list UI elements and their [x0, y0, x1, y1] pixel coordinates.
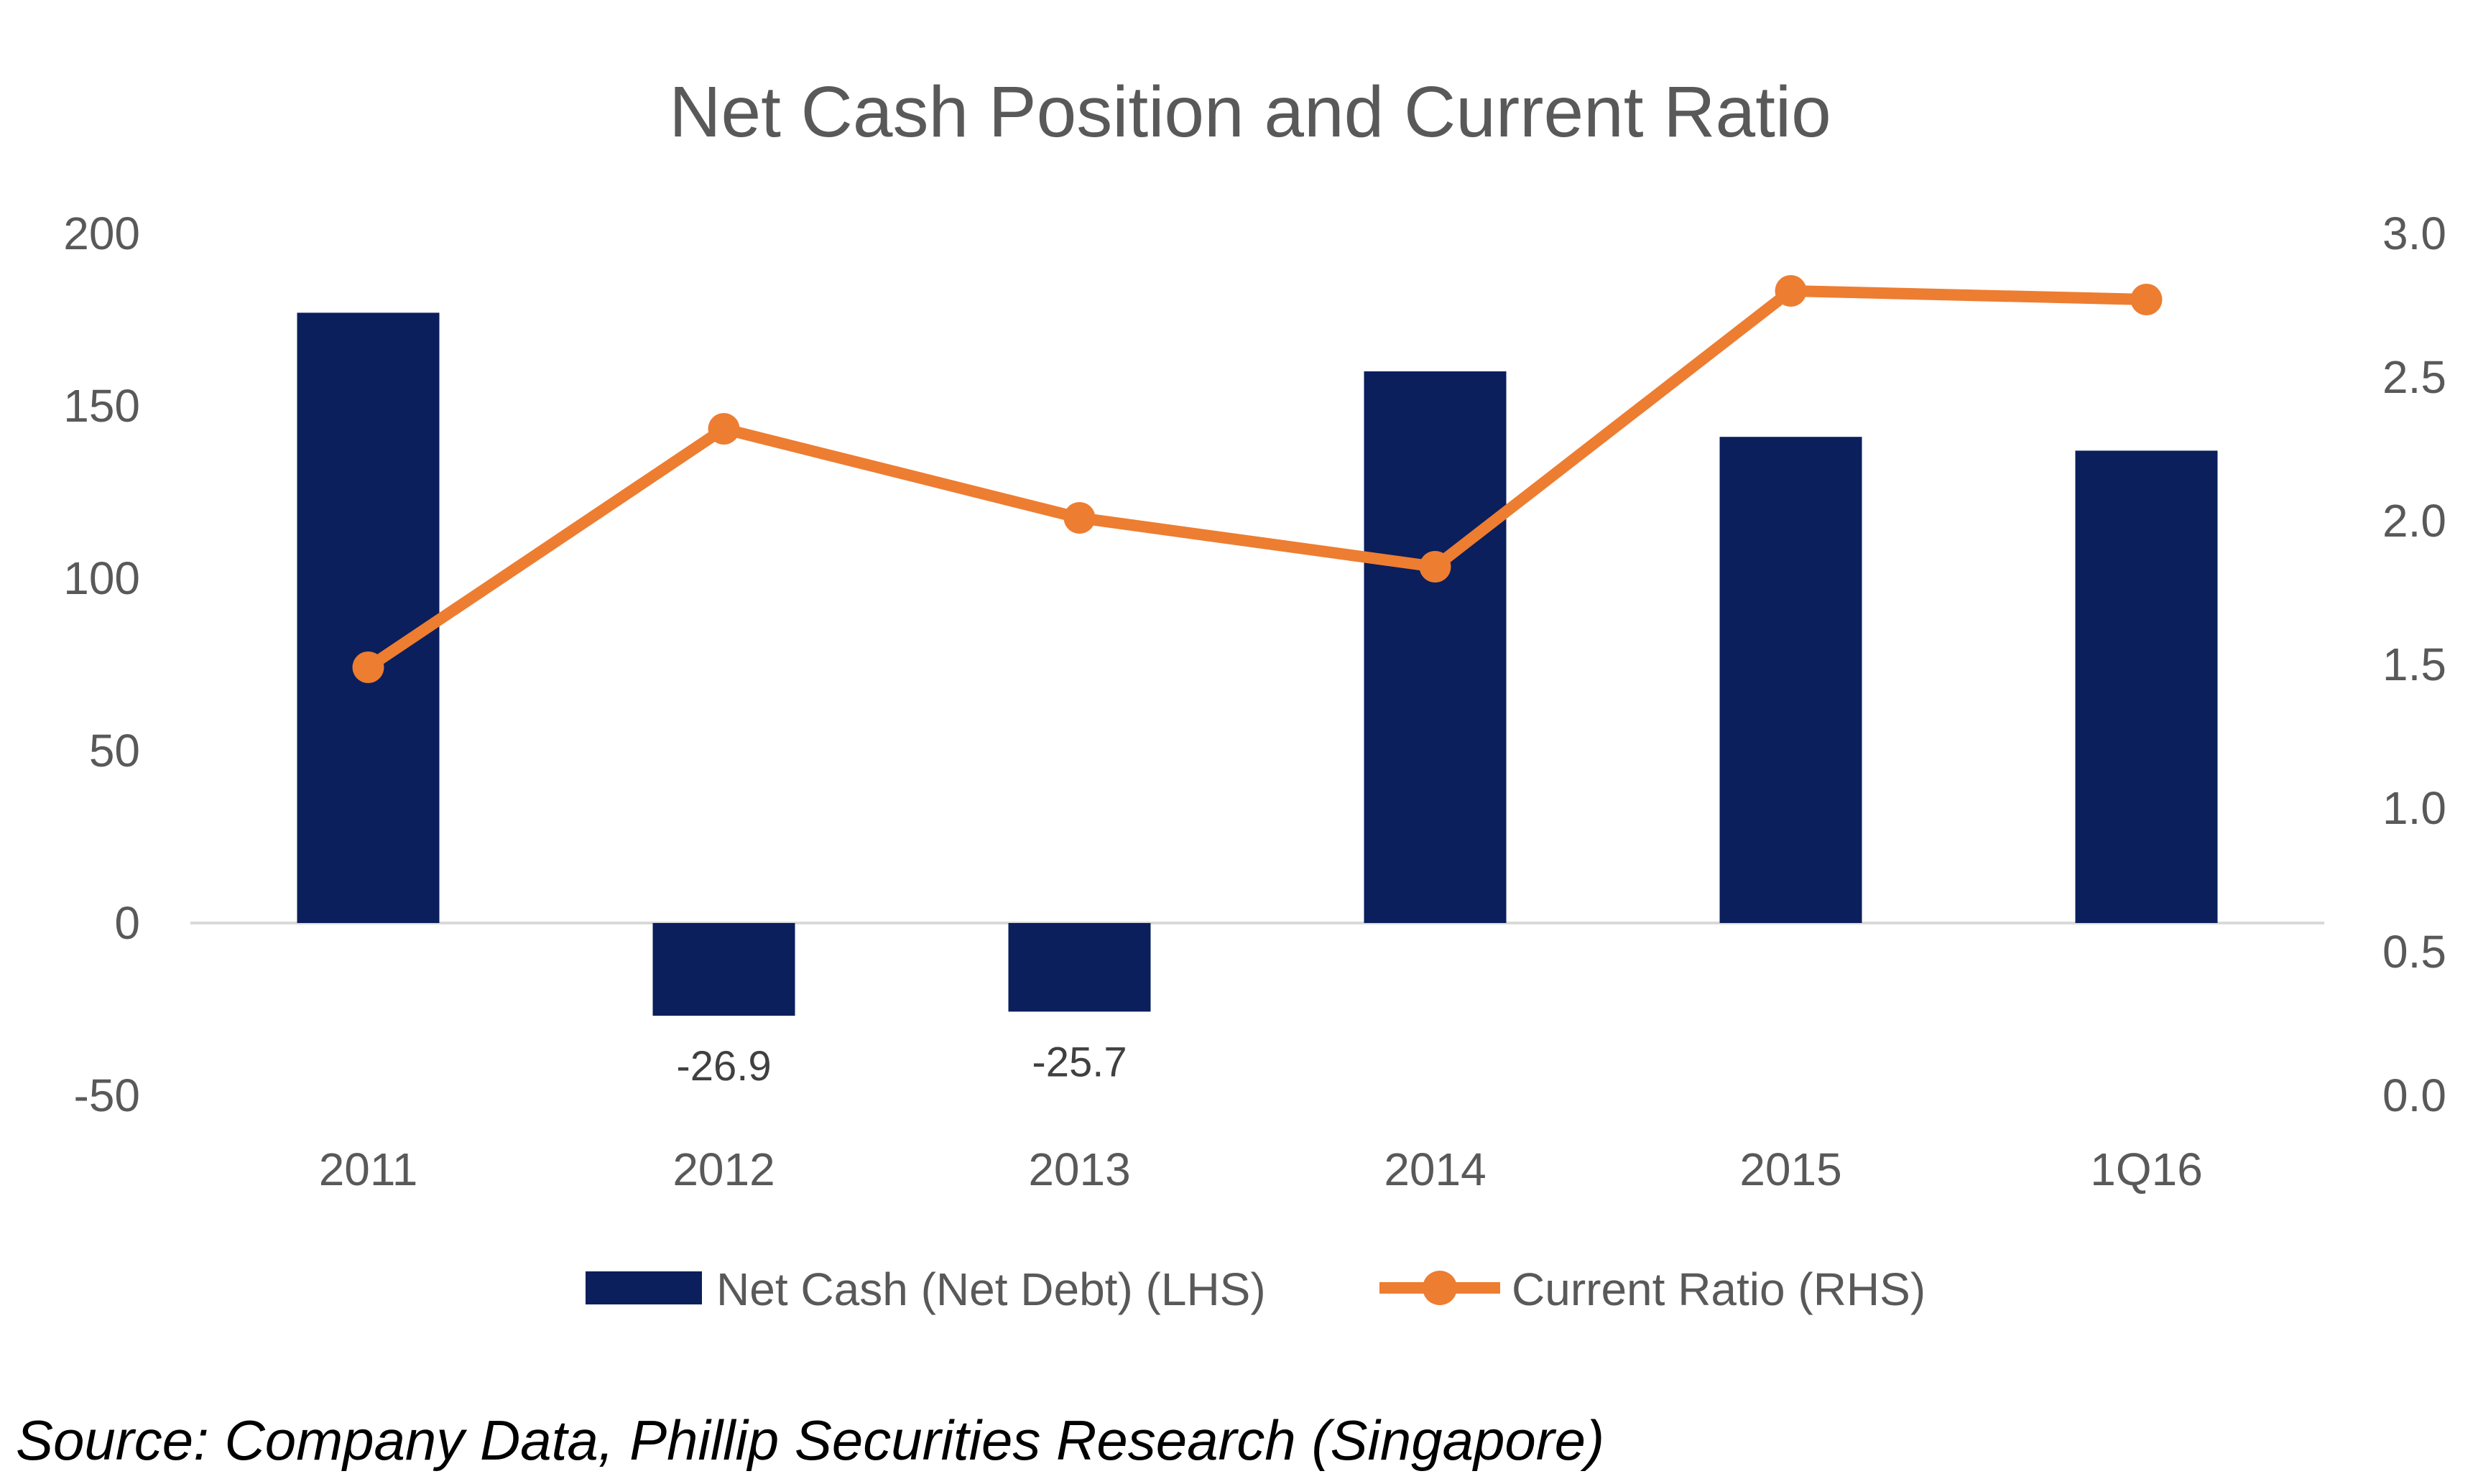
left-tick-label: 100 [63, 552, 140, 604]
current-ratio-point [1775, 275, 1807, 307]
legend-line-marker [1423, 1271, 1457, 1305]
x-tick-label: 2014 [1384, 1144, 1486, 1195]
right-tick-label: 1.5 [2382, 639, 2446, 690]
bar [1008, 923, 1151, 1012]
bar-data-label: -26.9 [676, 1043, 771, 1090]
legend: Net Cash (Net Debt) (LHS) Current Ratio … [586, 1263, 1925, 1315]
bar-series [297, 312, 2218, 1016]
current-ratio-point [708, 413, 740, 445]
bar [1364, 371, 1507, 923]
chart-title: Net Cash Position and Current Ratio [669, 72, 1831, 152]
x-tick-label: 2011 [319, 1144, 418, 1195]
right-tick-label: 2.5 [2382, 351, 2446, 403]
x-tick-label: 1Q16 [2090, 1144, 2203, 1195]
left-tick-label: 200 [63, 208, 140, 259]
current-ratio-point [1419, 551, 1451, 583]
current-ratio-point [2130, 284, 2163, 315]
current-ratio-line [362, 285, 2153, 673]
right-tick-label: 0.0 [2382, 1070, 2446, 1121]
left-tick-label: -50 [74, 1070, 141, 1121]
right-axis-ticks: 3.0 2.5 2.0 1.5 1.0 0.5 0.0 [2382, 208, 2446, 1121]
right-tick-label: 2.0 [2382, 495, 2446, 547]
bar-data-label: -25.7 [1032, 1039, 1127, 1085]
left-tick-label: 50 [89, 725, 140, 776]
x-tick-label: 2013 [1028, 1144, 1130, 1195]
line-series [352, 275, 2163, 683]
right-tick-label: 1.0 [2382, 782, 2446, 834]
x-axis-labels: 2011 2012 2013 2014 2015 1Q16 [319, 1144, 2203, 1195]
left-tick-label: 0 [114, 897, 140, 949]
bar [652, 923, 795, 1016]
left-axis-ticks: 200 150 100 50 0 -50 [63, 208, 140, 1121]
x-tick-label: 2012 [672, 1144, 775, 1195]
current-ratio-point [352, 651, 384, 683]
legend-line-label: Current Ratio (RHS) [1512, 1263, 1925, 1315]
source-note: Source: Company Data, Phillip Securities… [16, 1409, 1605, 1472]
legend-bar-label: Net Cash (Net Debt) (LHS) [716, 1263, 1266, 1315]
legend-bar-swatch [586, 1271, 702, 1304]
bar [297, 312, 440, 923]
x-tick-label: 2015 [1739, 1144, 1841, 1195]
current-ratio-point [1063, 502, 1096, 534]
right-tick-label: 0.5 [2382, 926, 2446, 978]
bar [2075, 450, 2218, 923]
bar [1719, 437, 1862, 923]
left-tick-label: 150 [63, 380, 140, 432]
right-tick-label: 3.0 [2382, 208, 2446, 259]
bar-data-labels: -26.9 -25.7 [676, 1039, 1127, 1090]
